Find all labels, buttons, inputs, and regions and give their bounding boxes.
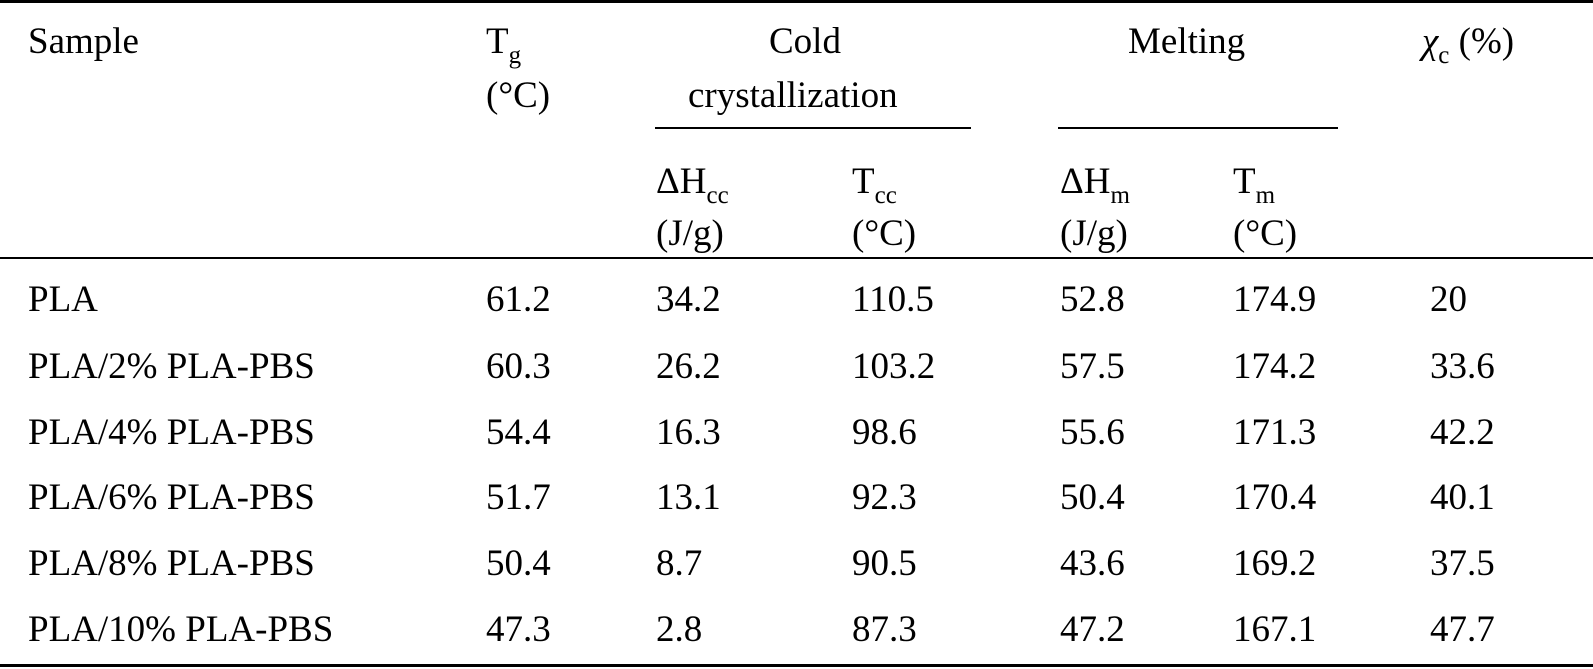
header-cold: Cold	[769, 21, 841, 62]
row-6-tcc: 87.3	[852, 609, 917, 650]
row-2-dhcc: 26.2	[656, 346, 721, 387]
row-5-tcc: 90.5	[852, 543, 917, 584]
header-dhm-unit: (J/g)	[1060, 213, 1128, 254]
row-4-sample: PLA/6% PLA-PBS	[28, 477, 315, 518]
row-4-chi: 40.1	[1430, 477, 1495, 518]
row-6-tg: 47.3	[486, 609, 551, 650]
row-5-tm: 169.2	[1233, 543, 1317, 584]
row-3-tm: 171.3	[1233, 412, 1317, 453]
row-5-chi: 37.5	[1430, 543, 1495, 584]
row-4-tg: 51.7	[486, 477, 551, 518]
row-4-tm: 170.4	[1233, 477, 1317, 518]
row-1-tg: 61.2	[486, 279, 551, 320]
header-sample: Sample	[28, 21, 139, 62]
row-1-dhcc: 34.2	[656, 279, 721, 320]
header-melting: Melting	[1128, 21, 1246, 62]
row-2-dhm: 57.5	[1060, 346, 1125, 387]
row-6-sample: PLA/10% PLA-PBS	[28, 609, 334, 650]
row-4-dhm: 50.4	[1060, 477, 1125, 518]
row-2-sample: PLA/2% PLA-PBS	[28, 346, 315, 387]
row-1-tm: 174.9	[1233, 279, 1317, 320]
row-6-dhcc: 2.8	[656, 609, 703, 650]
row-3-dhcc: 16.3	[656, 412, 721, 453]
header-tg: Tg	[486, 21, 522, 70]
row-6-tm: 167.1	[1233, 609, 1317, 650]
row-3-sample: PLA/4% PLA-PBS	[28, 412, 315, 453]
header-dhcc-unit: (J/g)	[656, 213, 724, 254]
row-3-chi: 42.2	[1430, 412, 1495, 453]
row-2-tcc: 103.2	[852, 346, 936, 387]
row-1-tcc: 110.5	[852, 279, 934, 320]
header-tm-unit: (°C)	[1233, 213, 1298, 254]
header-dhcc: ΔHcc	[656, 161, 729, 210]
row-1-sample: PLA	[28, 279, 98, 320]
row-1-chi: 20	[1430, 279, 1467, 320]
header-dhm: ΔHm	[1060, 161, 1130, 210]
row-6-dhm: 47.2	[1060, 609, 1125, 650]
row-3-dhm: 55.6	[1060, 412, 1125, 453]
cold-crystallization-underline	[655, 127, 971, 129]
header-bottom-rule	[0, 257, 1593, 259]
row-5-dhcc: 8.7	[656, 543, 703, 584]
row-6-chi: 47.7	[1430, 609, 1495, 650]
header-tcc-unit: (°C)	[852, 213, 917, 254]
row-3-tcc: 98.6	[852, 412, 917, 453]
row-5-sample: PLA/8% PLA-PBS	[28, 543, 315, 584]
header-chi: χc (%)	[1422, 21, 1515, 70]
header-tg-unit: (°C)	[486, 75, 551, 116]
header-tm: Tm	[1233, 161, 1276, 210]
row-4-tcc: 92.3	[852, 477, 917, 518]
row-2-tm: 174.2	[1233, 346, 1317, 387]
row-1-dhm: 52.8	[1060, 279, 1125, 320]
row-5-tg: 50.4	[486, 543, 551, 584]
row-2-tg: 60.3	[486, 346, 551, 387]
header-crystallization: crystallization	[688, 75, 898, 116]
top-rule	[0, 0, 1593, 3]
header-tcc: Tcc	[852, 161, 897, 210]
row-3-tg: 54.4	[486, 412, 551, 453]
bottom-rule	[0, 664, 1593, 667]
melting-underline	[1058, 127, 1338, 129]
row-2-chi: 33.6	[1430, 346, 1495, 387]
row-4-dhcc: 13.1	[656, 477, 721, 518]
row-5-dhm: 43.6	[1060, 543, 1125, 584]
